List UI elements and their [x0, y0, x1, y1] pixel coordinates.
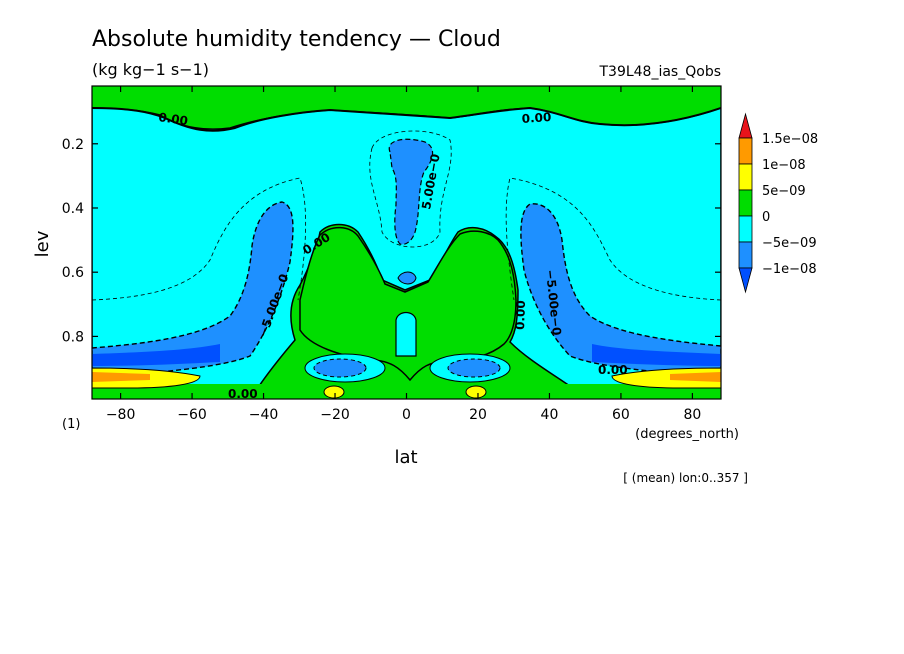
field-deepblue-right: [592, 344, 721, 366]
x-tick-label: 40: [541, 407, 559, 423]
contour-zero-top: [92, 106, 721, 132]
colorbar-label: 5e−09: [762, 184, 806, 199]
x-tick-label: 80: [683, 407, 701, 423]
field-blue-left: [92, 201, 294, 379]
y-units: (1): [62, 417, 80, 432]
chart-title: Absolute humidity tendency — Cloud: [92, 27, 501, 52]
colorbar-segment: [738, 189, 753, 217]
x-tick-label: 20: [469, 407, 487, 423]
contour-label: 0.00: [228, 387, 258, 401]
footnote: [ (mean) lon:0..357 ]: [623, 471, 748, 485]
x-tick-label: 0: [402, 407, 411, 423]
y-tick-label: 0.4: [62, 201, 84, 217]
contour-label: 0.00: [598, 363, 628, 377]
colorbar-label: 0: [762, 210, 770, 225]
field-yellow-sub-left: [323, 385, 345, 399]
x-axis: −80 −60 −40 −20 0 20 40 60 80: [106, 86, 701, 423]
y-tick-label: 0.6: [62, 265, 84, 281]
field-deepblue-left: [92, 344, 220, 366]
field-cyan-column: [395, 311, 417, 357]
colorbar-label: −5e−09: [762, 236, 817, 251]
y-axis: 0.2 0.4 0.6 0.8: [62, 137, 721, 345]
colorbar-label: 1.5e−08: [762, 132, 818, 147]
colorbar-bottom-arrow: [738, 267, 753, 294]
colorbar-segment: [738, 215, 753, 243]
field-blue-center-small: [397, 271, 417, 285]
contour-label: 0.00: [158, 110, 189, 128]
field-green-surface: [92, 384, 721, 399]
field-blue-right: [520, 203, 721, 379]
field-orange-right: [670, 372, 721, 382]
colorbar-top-arrow: [738, 112, 753, 139]
y-tick-label: 0.2: [62, 137, 84, 153]
colorbar-label: −1e−08: [762, 262, 817, 277]
run-label: T39L48_ias_Qobs: [598, 64, 721, 80]
x-tick-label: −60: [177, 407, 207, 423]
colorbar-label: 1e−08: [762, 158, 806, 173]
contour-dashed-center: [369, 130, 452, 248]
field-blue-sub-left: [313, 358, 367, 378]
colorbar-segment: [738, 241, 753, 269]
contour-label: 0.00: [513, 300, 528, 330]
x-tick-label: −40: [249, 407, 279, 423]
field-blue-sub-right: [447, 358, 501, 378]
x-tick-label: −20: [320, 407, 350, 423]
field-blue-center: [388, 138, 434, 245]
field-green-center: [299, 226, 517, 382]
x-axis-title: lat: [394, 447, 417, 468]
x-tick-label: −80: [106, 407, 136, 423]
colorbar-segment: [738, 163, 753, 191]
field-yellow-right: [611, 367, 721, 389]
contour-label: 0.00: [521, 110, 552, 126]
chart-units: (kg kg−1 s−1): [92, 60, 209, 79]
contour-label: −5.00e−0: [543, 269, 564, 336]
colorbar-segment: [738, 137, 753, 165]
field-orange-left: [92, 372, 150, 382]
contour-field: [92, 86, 721, 399]
colorbar: 1.5e−08 1e−08 5e−09 0 −5e−09 −1e−08: [738, 112, 818, 294]
y-tick-label: 0.8: [62, 329, 84, 345]
field-yellow-sub-right: [465, 385, 487, 399]
x-tick-label: 60: [612, 407, 630, 423]
contour-dashed-left: [92, 177, 307, 301]
x-units: (degrees_north): [635, 427, 739, 442]
y-axis-title: lev: [32, 230, 53, 257]
contour-dashed-right: [505, 177, 721, 301]
